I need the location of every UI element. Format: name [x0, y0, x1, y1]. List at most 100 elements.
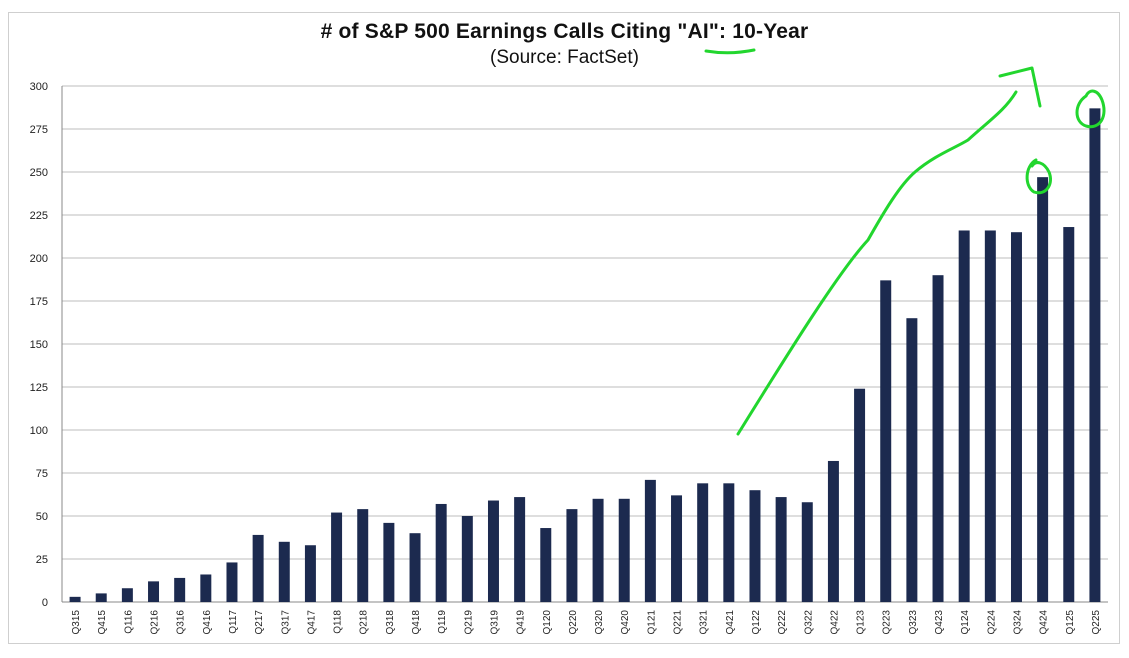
x-tick-label: Q120 — [542, 610, 553, 635]
bar-Q121 — [644, 479, 656, 602]
y-tick-label: 125 — [30, 382, 48, 394]
x-tick-label: Q319 — [489, 610, 500, 635]
bar-Q220 — [566, 509, 578, 602]
y-tick-label: 300 — [30, 81, 48, 93]
x-tick-label: Q424 — [1039, 610, 1050, 635]
bar-Q223 — [880, 280, 892, 602]
y-tick-label: 200 — [30, 253, 48, 265]
y-tick-label: 225 — [30, 210, 48, 222]
y-tick-label: 25 — [36, 554, 48, 566]
x-tick-label: Q317 — [280, 610, 291, 635]
arrowhead-annotation — [998, 66, 1042, 108]
bar-Q324 — [1010, 232, 1022, 602]
bar-Q116 — [121, 588, 133, 602]
y-axis: 0 25 50 75 100 125 150 175 200 225 250 275 300 — [30, 81, 63, 609]
x-tick-label: Q416 — [202, 610, 213, 635]
bar-Q417 — [304, 545, 316, 602]
x-tick-label: Q318 — [385, 610, 396, 635]
x-tick-label: Q225 — [1091, 610, 1102, 635]
bar-Q422 — [827, 460, 839, 602]
bars — [69, 108, 1101, 603]
bar-Q424 — [1037, 177, 1049, 602]
bar-Q320 — [592, 498, 604, 602]
x-tick-label: Q419 — [516, 610, 527, 635]
x-tick-label: Q219 — [463, 610, 474, 635]
bar-Q418 — [409, 533, 421, 602]
bar-Q319 — [487, 500, 499, 602]
bar-Q315 — [69, 596, 81, 602]
x-tick-label: Q222 — [777, 610, 788, 635]
bar-Q217 — [252, 534, 264, 602]
bar-Q316 — [174, 577, 186, 602]
bar-Q225 — [1089, 108, 1101, 603]
chart-title: # of S&P 500 Earnings Calls Citing "AI":… — [0, 20, 1129, 44]
bar-Q321 — [697, 483, 709, 602]
x-tick-label: Q420 — [620, 610, 631, 635]
x-tick-label: Q324 — [1012, 610, 1023, 635]
bar-Q419 — [514, 497, 526, 602]
x-tick-label: Q123 — [856, 610, 867, 635]
hand-drawn-annotations — [704, 48, 1106, 436]
bar-Q416 — [200, 574, 212, 602]
bar-Q120 — [540, 528, 552, 602]
bar-Q219 — [461, 516, 473, 602]
chart-title-suffix: : 10-Year — [719, 20, 809, 43]
x-tick-label: Q422 — [829, 610, 840, 635]
y-tick-label: 275 — [30, 124, 48, 136]
x-tick-label: Q216 — [150, 610, 161, 635]
bar-Q216 — [148, 581, 160, 602]
x-tick-label: Q119 — [437, 610, 448, 634]
x-tick-label: Q315 — [71, 610, 82, 635]
circle-q225-annotation — [1075, 89, 1106, 129]
x-tick-label: Q221 — [673, 610, 684, 635]
bar-Q423 — [932, 275, 944, 602]
bar-Q221 — [671, 495, 683, 602]
bar-Q323 — [906, 318, 918, 602]
bar-Q421 — [723, 483, 735, 602]
bar-Q317 — [278, 541, 290, 602]
x-tick-label: Q125 — [1065, 610, 1076, 635]
x-tick-label: Q415 — [97, 610, 108, 635]
x-tick-label: Q316 — [176, 610, 187, 635]
x-tick-label: Q423 — [934, 610, 945, 635]
x-tick-label: Q320 — [594, 610, 605, 635]
x-tick-label: Q122 — [751, 610, 762, 635]
x-axis: Q315 Q415 Q116 Q216 Q316 Q416 Q117 Q217 Q317 Q417… — [71, 610, 1102, 635]
bar-Q318 — [383, 522, 395, 602]
chart-subtitle: (Source: FactSet) — [490, 47, 639, 68]
x-tick-label: Q321 — [699, 610, 710, 635]
bar-Q117 — [226, 562, 238, 602]
x-tick-label: Q417 — [306, 610, 317, 635]
bar-Q122 — [749, 490, 761, 602]
x-tick-label: Q124 — [960, 610, 971, 635]
x-tick-label: Q421 — [725, 610, 736, 635]
x-tick-label: Q116 — [123, 610, 134, 634]
gridlines — [62, 85, 1108, 603]
y-tick-label: 250 — [30, 167, 48, 179]
title-underline-annotation — [704, 48, 756, 55]
y-tick-label: 0 — [42, 597, 48, 609]
x-tick-label: Q117 — [228, 610, 239, 634]
bar-Q415 — [95, 593, 107, 602]
x-tick-label: Q418 — [411, 610, 422, 635]
x-tick-label: Q118 — [333, 610, 344, 634]
bar-Q322 — [801, 502, 813, 602]
circle-q424-annotation — [1025, 158, 1052, 195]
chart-title-prefix: # of S&P 500 Earnings Calls Citing — [320, 20, 678, 43]
x-tick-label: Q224 — [986, 610, 997, 635]
x-tick-label: Q121 — [646, 610, 657, 635]
bar-Q222 — [775, 497, 787, 602]
y-tick-label: 100 — [30, 425, 48, 437]
y-tick-label: 50 — [36, 511, 48, 523]
bar-Q218 — [357, 509, 369, 602]
bar-Q420 — [618, 498, 630, 602]
x-tick-label: Q323 — [908, 610, 919, 635]
bar-Q125 — [1063, 227, 1075, 603]
bar-Q224 — [984, 230, 996, 603]
x-tick-label: Q223 — [882, 610, 893, 635]
x-tick-label: Q220 — [568, 610, 579, 635]
x-tick-label: Q217 — [254, 610, 265, 635]
y-tick-label: 150 — [30, 339, 48, 351]
bar-Q124 — [958, 230, 970, 603]
